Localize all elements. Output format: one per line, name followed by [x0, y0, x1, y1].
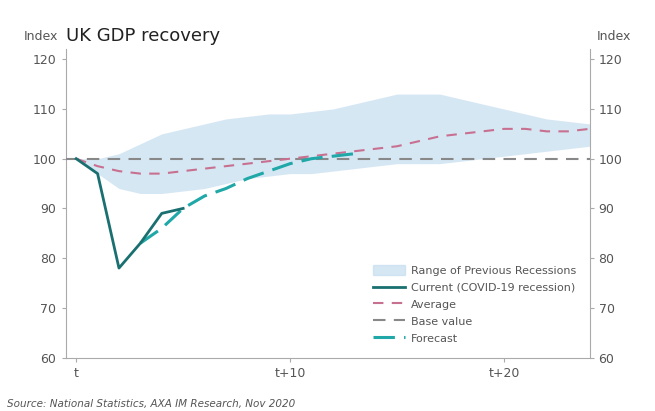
- Legend: Range of Previous Recessions, Current (COVID-19 recession), Average, Base value,: Range of Previous Recessions, Current (C…: [369, 261, 581, 348]
- Text: Source: National Statistics, AXA IM Research, Nov 2020: Source: National Statistics, AXA IM Rese…: [7, 399, 295, 409]
- Text: Index: Index: [597, 30, 631, 43]
- Text: UK GDP recovery: UK GDP recovery: [66, 27, 219, 45]
- Text: Index: Index: [24, 30, 58, 43]
